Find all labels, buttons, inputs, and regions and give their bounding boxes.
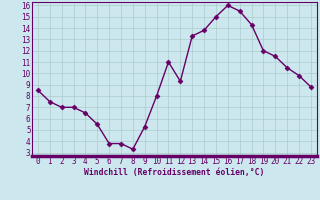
X-axis label: Windchill (Refroidissement éolien,°C): Windchill (Refroidissement éolien,°C)	[84, 168, 265, 177]
